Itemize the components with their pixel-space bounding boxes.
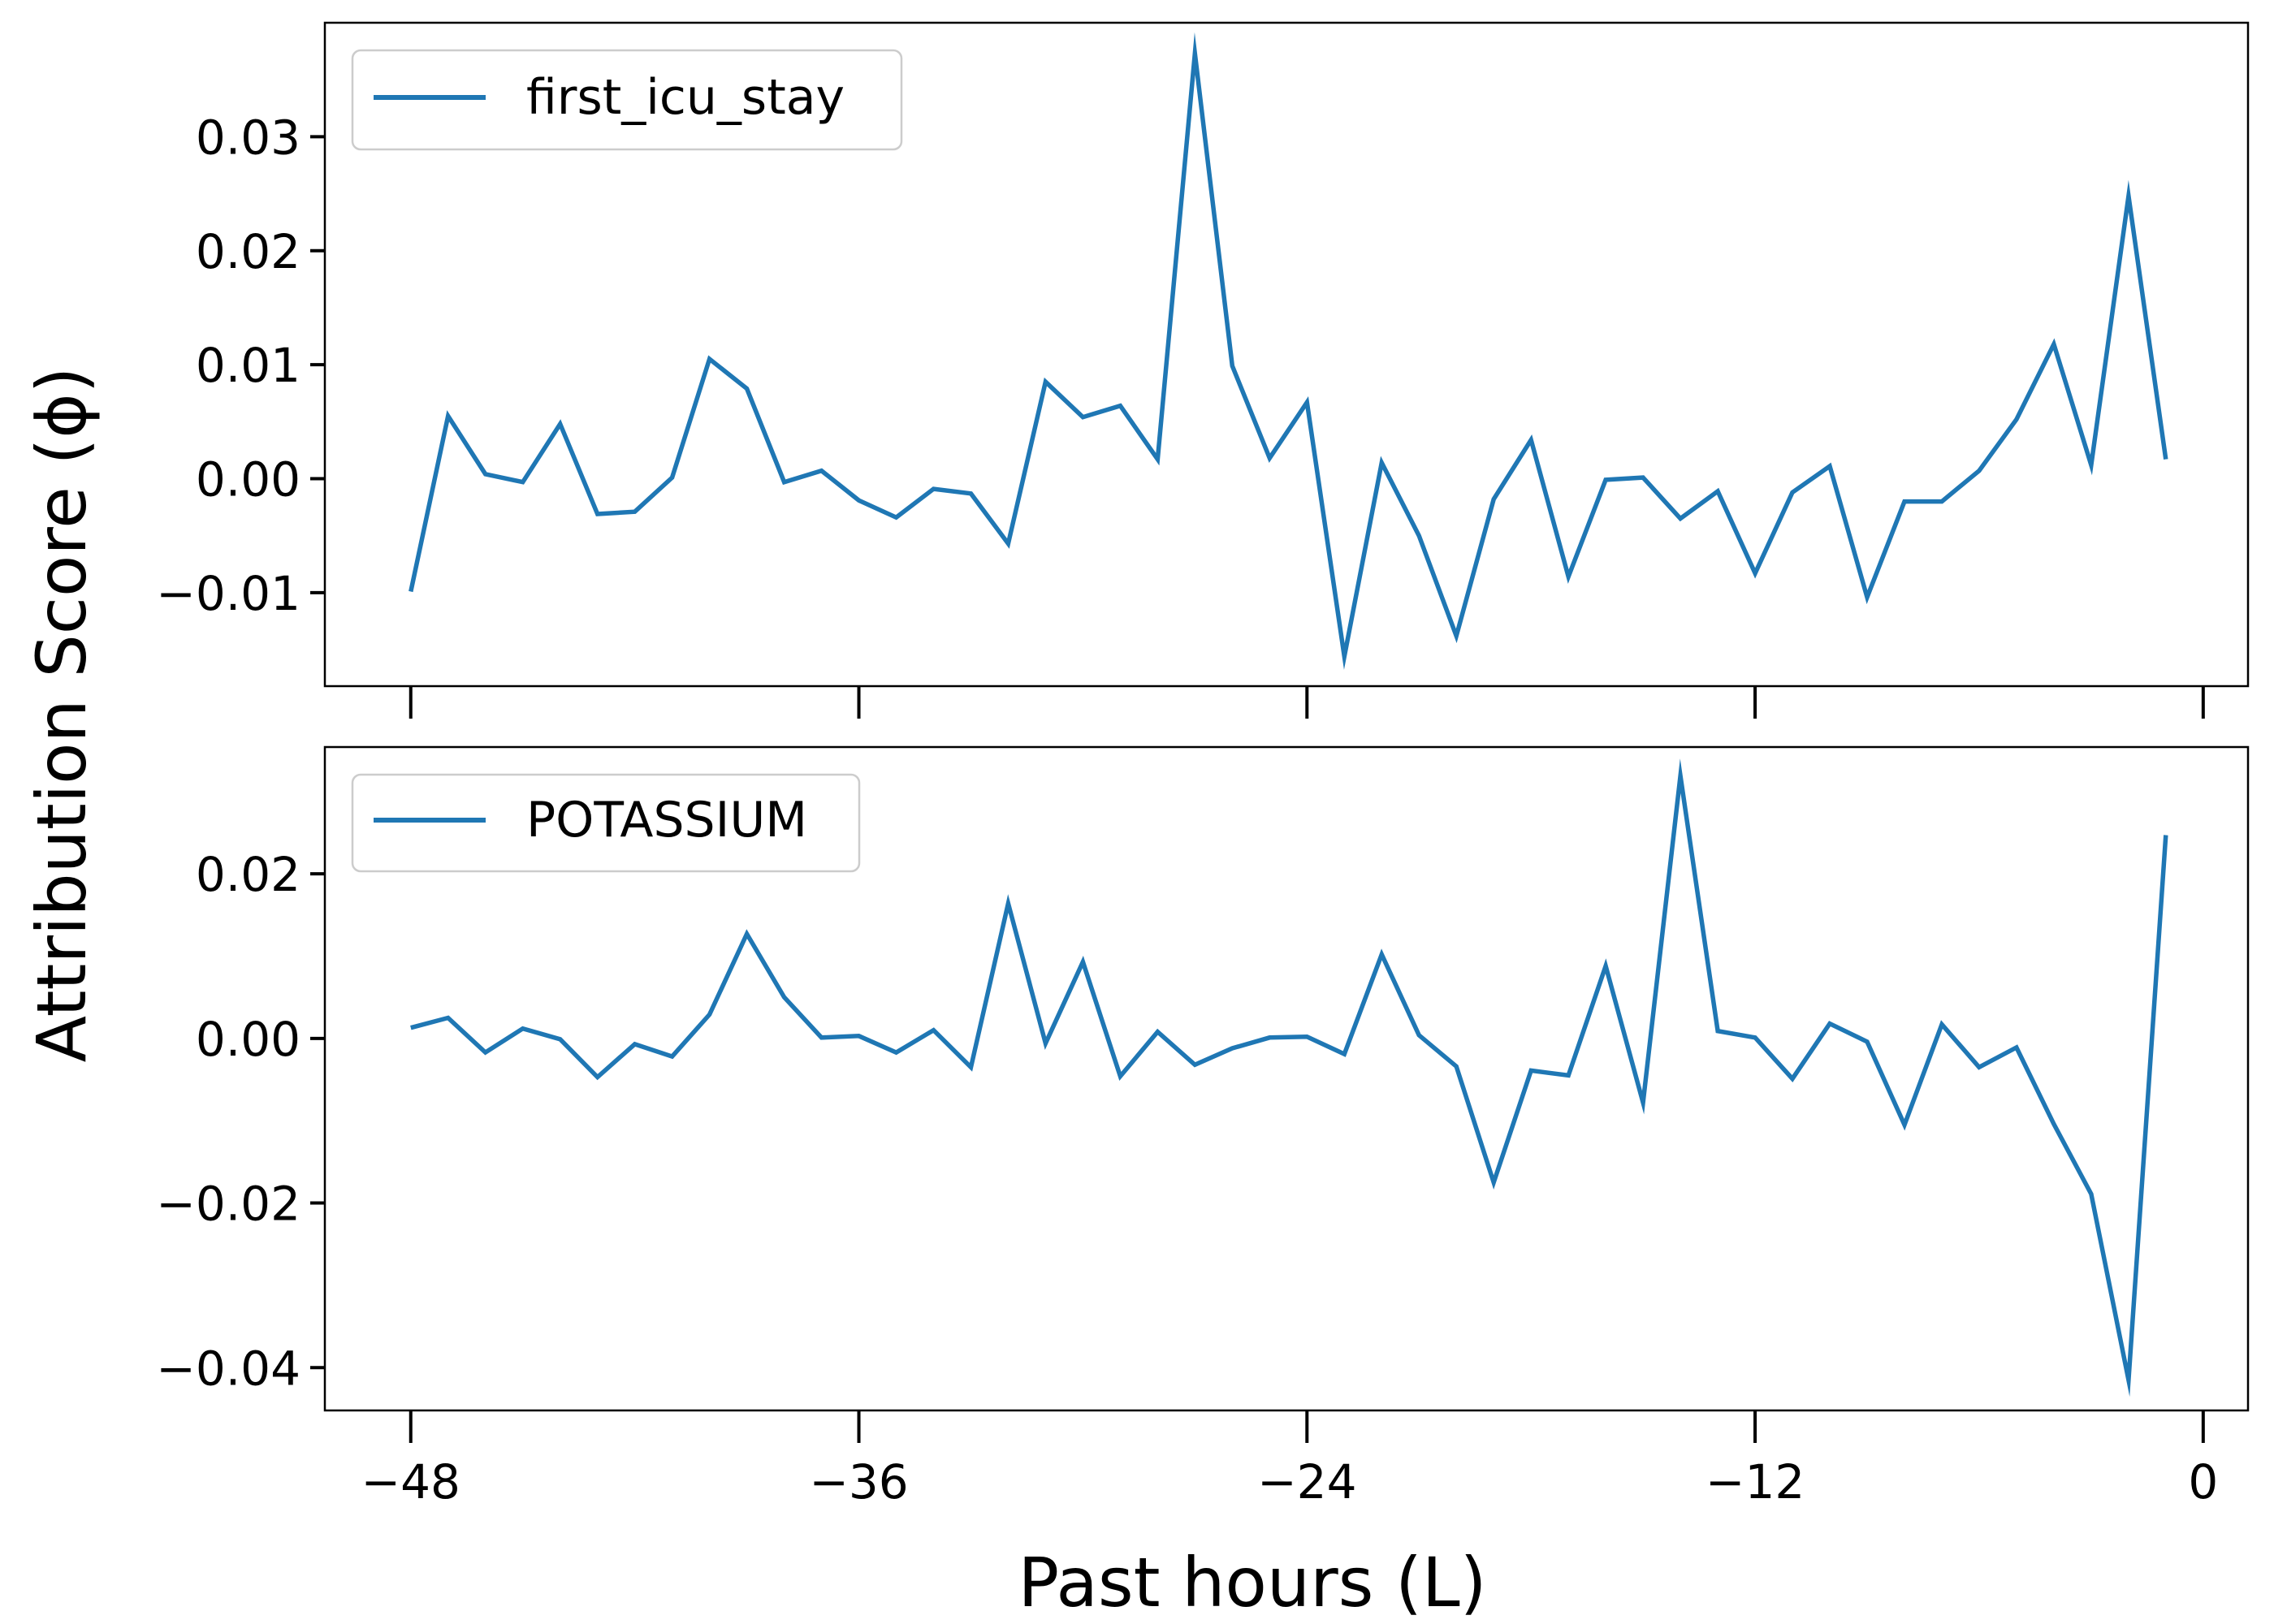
top-plot-area: −0.01 0.00 0.01 0.02 0.03 — [156, 32, 2205, 719]
x-axis-label: Past hours (L) — [1018, 1543, 1487, 1622]
bottom-legend-label: POTASSIUM — [526, 792, 807, 849]
bottom-panel: −0.04 −0.02 0.00 0.02 −48 −36 −24 −12 0 POTASSIU… — [156, 745, 2250, 1510]
top-legend: first_icu_stay — [351, 49, 903, 151]
x-tick-label: −48 — [361, 1454, 460, 1510]
top-panel: −0.01 0.00 0.01 0.02 0.03 first_icu_stay — [156, 21, 2250, 719]
x-tick-label: −36 — [809, 1454, 908, 1510]
bottom-plot-area: −0.04 −0.02 0.00 0.02 −48 −36 −24 −12 0 — [156, 758, 2218, 1510]
y-axis-label: Attribution Score (ϕ) — [22, 367, 102, 1063]
x-tick-label: −24 — [1257, 1454, 1356, 1510]
x-tick-label: −12 — [1706, 1454, 1805, 1510]
bottom-legend: POTASSIUM — [351, 773, 861, 873]
bottom-y-tick-label: −0.04 — [156, 1341, 300, 1396]
top-y-tick-label: 0.01 — [196, 338, 300, 393]
x-tick-label: 0 — [2188, 1454, 2218, 1510]
top-panel-frame — [323, 21, 2250, 688]
top-y-tick-label: 0.03 — [196, 110, 300, 165]
top-y-tick-label: 0.02 — [196, 224, 300, 279]
top-legend-label: first_icu_stay — [526, 69, 845, 126]
top-legend-box — [351, 49, 903, 151]
top-series-line — [409, 32, 2168, 670]
bottom-y-tick-label: −0.02 — [156, 1177, 300, 1232]
top-y-tick-label: −0.01 — [156, 566, 300, 621]
bottom-legend-box — [351, 773, 861, 873]
bottom-panel-frame — [323, 745, 2250, 1412]
top-y-tick-label: 0.00 — [196, 452, 300, 508]
bottom-series-line — [410, 758, 2168, 1397]
bottom-y-tick-label: 0.02 — [196, 847, 300, 902]
bottom-y-tick-label: 0.00 — [196, 1012, 300, 1067]
